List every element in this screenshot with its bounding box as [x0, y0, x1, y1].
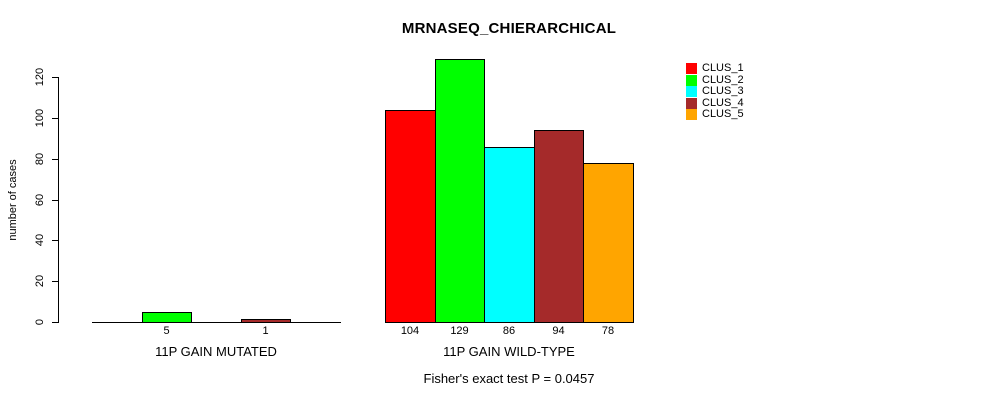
legend-swatch-clus_3	[686, 86, 697, 97]
y-axis-label: number of cases	[7, 159, 19, 241]
legend-swatch-clus_5	[686, 109, 697, 120]
legend-label: CLUS_3	[702, 85, 744, 97]
y-tick-label: 120	[34, 67, 46, 87]
y-tick	[52, 77, 58, 78]
y-tick	[52, 240, 58, 241]
y-tick-label: 60	[34, 193, 46, 207]
bar-value-label: 5	[163, 325, 170, 337]
y-axis-line	[58, 77, 59, 323]
fisher-test-note: Fisher's exact test P = 0.0457	[423, 371, 595, 386]
bar-value-label: 104	[400, 325, 420, 337]
legend-swatch-clus_4	[686, 98, 697, 109]
y-tick	[52, 118, 58, 119]
legend-swatch-clus_2	[686, 75, 697, 86]
legend-label: CLUS_4	[702, 97, 744, 109]
legend-item-clus_4: CLUS_4	[686, 98, 744, 109]
bar-clus_2-group1	[142, 312, 192, 323]
bar-clus_2-group2	[435, 59, 485, 323]
group-label-wild-type: 11P GAIN WILD-TYPE	[443, 344, 575, 359]
y-tick-label: 100	[34, 108, 46, 128]
y-tick	[52, 322, 58, 323]
legend-label: CLUS_1	[702, 62, 744, 74]
legend-swatch-clus_1	[686, 63, 697, 74]
bar-value-label: 78	[601, 325, 615, 337]
y-tick-label: 40	[34, 233, 46, 247]
chart-title: MRNASEQ_CHIERARCHICAL	[401, 20, 617, 37]
legend-label: CLUS_2	[702, 74, 744, 86]
legend-label: CLUS_5	[702, 108, 744, 120]
bar-value-label: 86	[502, 325, 516, 337]
bar-value-label: 1	[262, 325, 269, 337]
legend-item-clus_5: CLUS_5	[686, 109, 744, 120]
legend-item-clus_3: CLUS_3	[686, 86, 744, 97]
y-tick-label: 80	[34, 152, 46, 166]
y-tick	[52, 281, 58, 282]
group-baseline	[92, 322, 341, 323]
y-tick-label: 0	[34, 318, 46, 326]
bar-clus_3-group2	[484, 147, 535, 323]
bar-clus_5-group2	[583, 163, 634, 323]
legend-item-clus_1: CLUS_1	[686, 63, 744, 74]
bar-clus_1-group2	[385, 110, 436, 323]
bar-value-label: 129	[450, 325, 469, 337]
bar-clus_4-group1	[241, 319, 291, 323]
bar-clus_4-group2	[534, 130, 584, 323]
group-label-mutated: 11P GAIN MUTATED	[155, 344, 277, 359]
legend-item-clus_2: CLUS_2	[686, 75, 744, 86]
y-tick-label: 20	[34, 274, 46, 288]
y-tick	[52, 159, 58, 160]
bar-value-label: 94	[552, 325, 565, 337]
y-tick	[52, 200, 58, 201]
